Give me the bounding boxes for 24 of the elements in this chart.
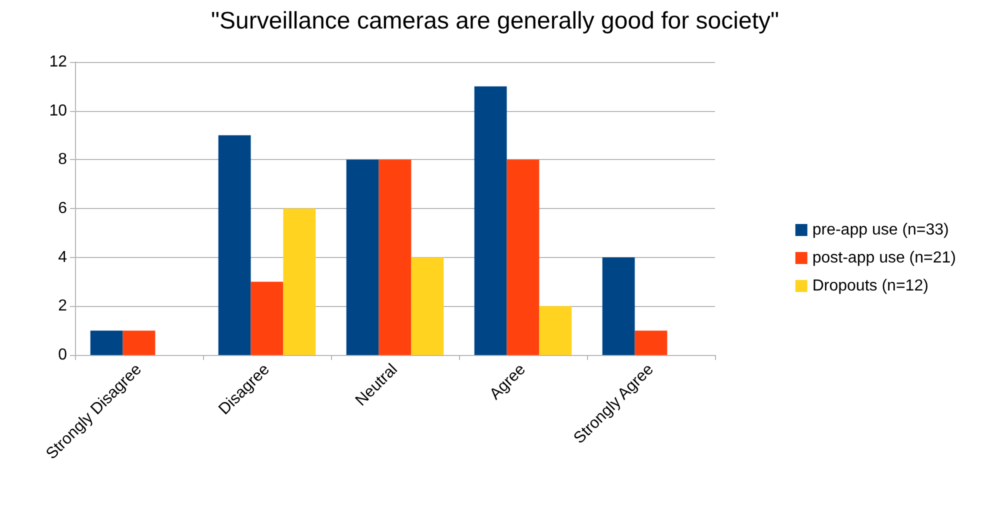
y-tick-label: 8 bbox=[58, 151, 68, 168]
bar bbox=[411, 257, 444, 355]
y-tick-label: 12 bbox=[49, 54, 68, 70]
bar bbox=[539, 306, 572, 355]
bar bbox=[634, 330, 668, 355]
y-tick-label: 4 bbox=[58, 248, 68, 266]
bar bbox=[218, 135, 251, 355]
y-tick-label: 6 bbox=[58, 200, 68, 217]
bar bbox=[283, 208, 316, 355]
bar bbox=[250, 282, 284, 355]
y-tick-label: 0 bbox=[58, 346, 68, 364]
bar bbox=[122, 330, 156, 355]
y-tick-label: 10 bbox=[49, 102, 68, 120]
legend-label: pre-app use (n=33) bbox=[812, 222, 949, 238]
legend-label: post-app use (n=21) bbox=[812, 250, 956, 266]
y-tick-label: 2 bbox=[58, 298, 68, 315]
bar bbox=[346, 160, 379, 355]
legend-label: Dropouts (n=12) bbox=[812, 278, 928, 294]
bar bbox=[90, 330, 123, 355]
bar bbox=[474, 86, 507, 355]
bar bbox=[602, 257, 635, 355]
bar bbox=[506, 160, 540, 355]
bar bbox=[378, 160, 412, 355]
chart-title: "Surveillance cameras are generally good for society" bbox=[211, 8, 779, 34]
